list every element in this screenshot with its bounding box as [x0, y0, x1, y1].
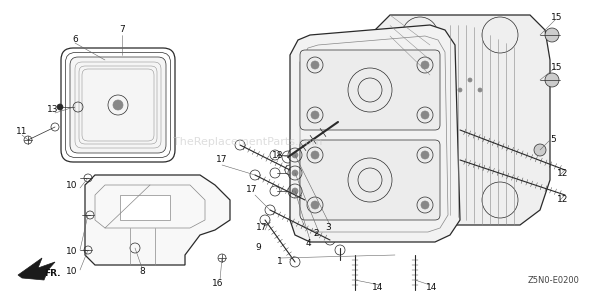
Text: TheReplacementParts.com: TheReplacementParts.com [173, 137, 323, 147]
Circle shape [113, 100, 123, 110]
Circle shape [448, 78, 452, 82]
Circle shape [292, 170, 298, 176]
FancyBboxPatch shape [300, 50, 440, 130]
Circle shape [545, 73, 559, 87]
Text: 7: 7 [119, 25, 125, 35]
Text: 14: 14 [427, 283, 438, 293]
Text: Z5N0-E0200: Z5N0-E0200 [528, 276, 580, 285]
Circle shape [311, 61, 319, 69]
Polygon shape [120, 195, 170, 220]
Text: 16: 16 [212, 278, 224, 288]
Circle shape [478, 88, 482, 92]
Circle shape [545, 28, 559, 42]
Text: 9: 9 [255, 243, 261, 253]
Circle shape [57, 104, 63, 110]
Text: 5: 5 [550, 135, 556, 145]
Text: 17: 17 [256, 224, 268, 232]
Text: 17: 17 [217, 155, 228, 165]
Text: 15: 15 [551, 12, 563, 22]
Text: 3: 3 [325, 224, 331, 232]
Text: 10: 10 [66, 268, 78, 276]
Text: 6: 6 [72, 35, 78, 45]
Text: 11: 11 [17, 127, 28, 137]
Circle shape [292, 152, 298, 158]
FancyBboxPatch shape [70, 57, 166, 153]
Circle shape [421, 151, 429, 159]
Text: 12: 12 [558, 196, 569, 204]
Polygon shape [370, 15, 550, 225]
Text: 17: 17 [246, 186, 258, 194]
Circle shape [311, 151, 319, 159]
Text: 8: 8 [139, 268, 145, 276]
Text: FR.: FR. [44, 268, 60, 278]
Circle shape [311, 111, 319, 119]
Text: 4: 4 [305, 240, 311, 248]
Text: 18: 18 [272, 150, 284, 160]
Circle shape [421, 61, 429, 69]
Text: 10: 10 [66, 181, 78, 189]
Text: 12: 12 [558, 168, 569, 178]
Text: 14: 14 [372, 283, 384, 293]
Polygon shape [290, 25, 460, 242]
Polygon shape [85, 175, 230, 265]
Circle shape [292, 188, 298, 194]
Text: 1: 1 [277, 258, 283, 266]
Circle shape [458, 88, 462, 92]
Circle shape [421, 201, 429, 209]
Circle shape [421, 111, 429, 119]
Text: 13: 13 [47, 106, 59, 114]
Text: 2: 2 [313, 230, 319, 238]
Circle shape [468, 78, 472, 82]
Circle shape [534, 144, 546, 156]
Polygon shape [18, 258, 55, 280]
Text: 15: 15 [551, 63, 563, 73]
FancyBboxPatch shape [300, 140, 440, 220]
Text: 10: 10 [66, 248, 78, 256]
Circle shape [311, 201, 319, 209]
